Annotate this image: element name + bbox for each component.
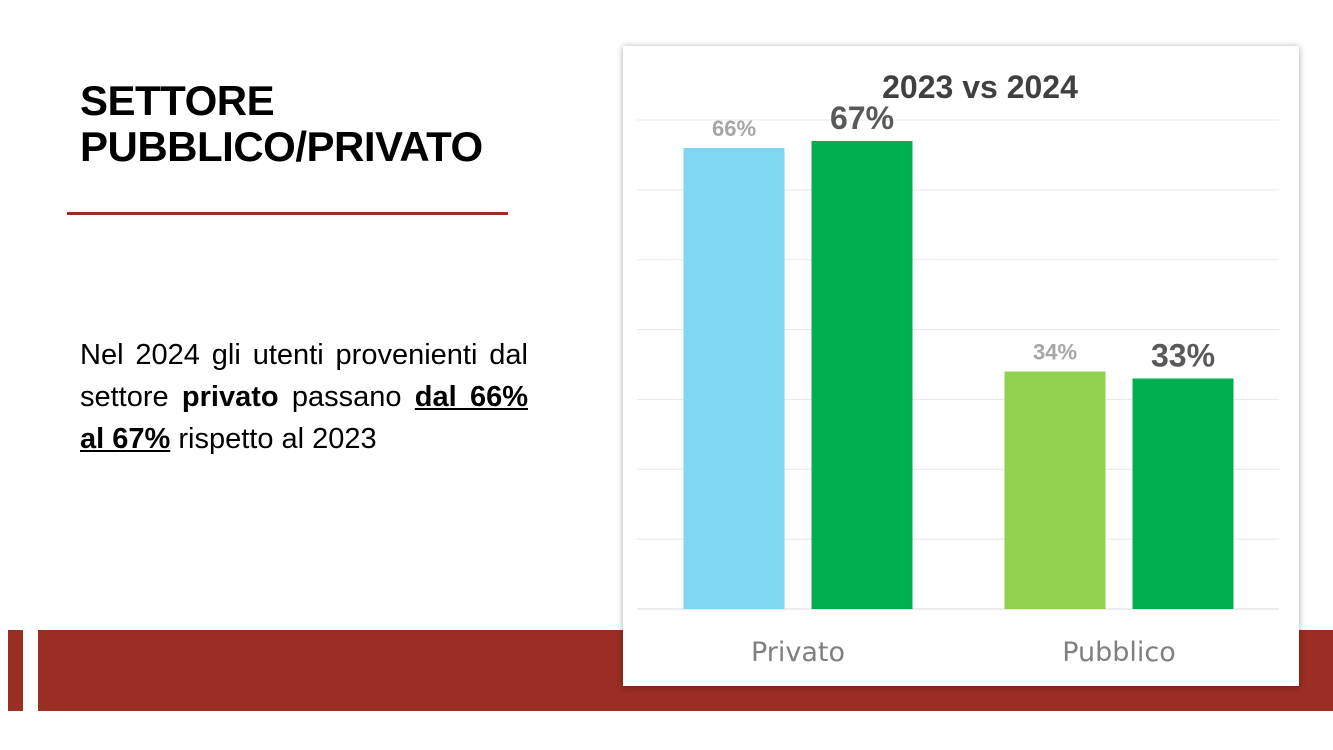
chart-card: 2023 vs 2024 66% 67% 34% 33% Privato Pubblic… bbox=[623, 46, 1299, 686]
title-divider bbox=[67, 212, 508, 215]
slide-title-line2: PUBBLICO/PRIVATO bbox=[80, 123, 483, 170]
chart-category-labels: Privato Pubblico bbox=[751, 637, 1176, 668]
body-bold-underlined: dal 66% al 67% bbox=[80, 381, 528, 455]
bar-chart: 2023 vs 2024 66% 67% 34% 33% Privato Pubblic… bbox=[637, 69, 1279, 668]
bar-pubblico-2 bbox=[1132, 378, 1234, 609]
bar-privato-2 bbox=[811, 140, 913, 609]
footer-band-small bbox=[8, 630, 23, 711]
bar-pubblico-1 bbox=[1004, 371, 1106, 609]
data-label-privato-1: 66% bbox=[712, 116, 756, 141]
data-label-pubblico-1: 34% bbox=[1033, 339, 1077, 364]
body-paragraph: Nel 2024 gli utenti provenienti dal sett… bbox=[80, 334, 528, 460]
body-text-1: Nel 2024 gli utenti provenienti dal sett… bbox=[80, 339, 528, 413]
body-bold-privato: privato bbox=[181, 381, 279, 413]
category-label-pubblico: Pubblico bbox=[1062, 637, 1176, 668]
bar-privato-1 bbox=[683, 147, 785, 609]
slide-title: SETTORE PUBBLICO/PRIVATO bbox=[80, 78, 580, 170]
data-label-privato-2: 67% bbox=[830, 100, 894, 136]
category-label-privato: Privato bbox=[751, 637, 845, 668]
chart-bars bbox=[683, 140, 1234, 609]
slide-title-line1: SETTORE bbox=[80, 77, 275, 124]
chart-title: 2023 vs 2024 bbox=[882, 69, 1078, 105]
body-text-3: rispetto al 2023 bbox=[170, 423, 377, 455]
chart-data-labels: 66% 67% 34% 33% bbox=[712, 100, 1215, 374]
data-label-pubblico-2: 33% bbox=[1151, 337, 1215, 373]
body-text-2: passano bbox=[278, 381, 415, 413]
